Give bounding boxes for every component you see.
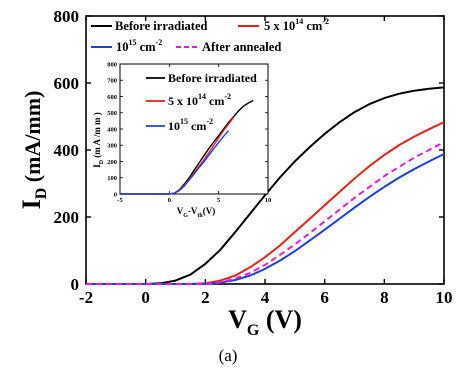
inset-legend-label-dose-mid: 5 x 1014 cm-2 — [168, 92, 231, 108]
main-x-tick-label: 10 — [436, 288, 453, 307]
inset-x-tick-label: 5 — [217, 197, 221, 204]
inset-legend-label-before: Before irradiated — [168, 71, 257, 85]
main-y-tick-label: 400 — [54, 141, 80, 160]
y-axis-title: ID (mA/mm) — [17, 91, 50, 210]
inset-y-tick-label: 200 — [107, 159, 117, 166]
main-x-tick-label: -2 — [79, 288, 93, 307]
inset-series — [120, 99, 254, 195]
main-x-tick-label: 0 — [141, 288, 150, 307]
figure-caption: (a) — [218, 346, 238, 365]
main-series — [86, 86, 445, 285]
inset-x-tick-label: 10 — [265, 197, 272, 204]
inset-series-line-2 — [120, 130, 230, 195]
inset-y-tick-label: 300 — [107, 143, 117, 150]
legend-label-after: After annealed — [202, 40, 281, 54]
inset-y-tick-label: 100 — [107, 175, 117, 182]
inset-y-tick-label: 800 — [107, 61, 117, 68]
main-x-tick-label: 8 — [380, 288, 389, 307]
inset-legend-label-dose-high: 1015 cm-2 — [168, 117, 213, 133]
inset-y-tick-label: 0 — [114, 191, 117, 198]
inset-y-tick-label: 600 — [107, 94, 117, 101]
inset-x-axis-title: VG-Vth(V) — [177, 206, 216, 219]
main-y-tick-label: 800 — [54, 7, 80, 26]
inset-legend: Before irradiated 5 x 1014 cm-2 1015 cm-… — [146, 71, 257, 133]
inset-y-tick-label: 400 — [107, 126, 117, 133]
inset-x-tick-label: 0 — [168, 197, 171, 204]
main-legend: Before irradiated 5 x 1014 cm-2 1015 cm-… — [91, 17, 329, 54]
main-x-tick-label: 4 — [261, 288, 270, 307]
main-series-line-3 — [86, 141, 445, 285]
main-series-line-1 — [86, 121, 445, 285]
legend-label-dose-high: 1015 cm-2 — [116, 38, 162, 54]
x-axis-title: VG (V) — [228, 305, 302, 339]
main-x-tick-label: 2 — [201, 288, 210, 307]
main-y-tick-label: 600 — [54, 74, 80, 93]
main-y-tick-label: 0 — [71, 275, 80, 294]
main-series-line-2 — [86, 153, 445, 285]
main-series-line-0 — [86, 86, 445, 285]
main-y-tick-label: 200 — [54, 208, 80, 227]
inset-y-axis-title: ID (m A /m m ) — [92, 112, 105, 168]
inset-y-tick-label: 700 — [107, 78, 117, 85]
inset-y-tick-label: 500 — [107, 110, 117, 117]
legend-label-before: Before irradiated — [115, 19, 207, 33]
main-x-tick-label: 6 — [320, 288, 329, 307]
legend-label-dose-mid: 5 x 1014 cm-2 — [264, 17, 329, 33]
inset-x-tick-label: -5 — [117, 197, 123, 204]
